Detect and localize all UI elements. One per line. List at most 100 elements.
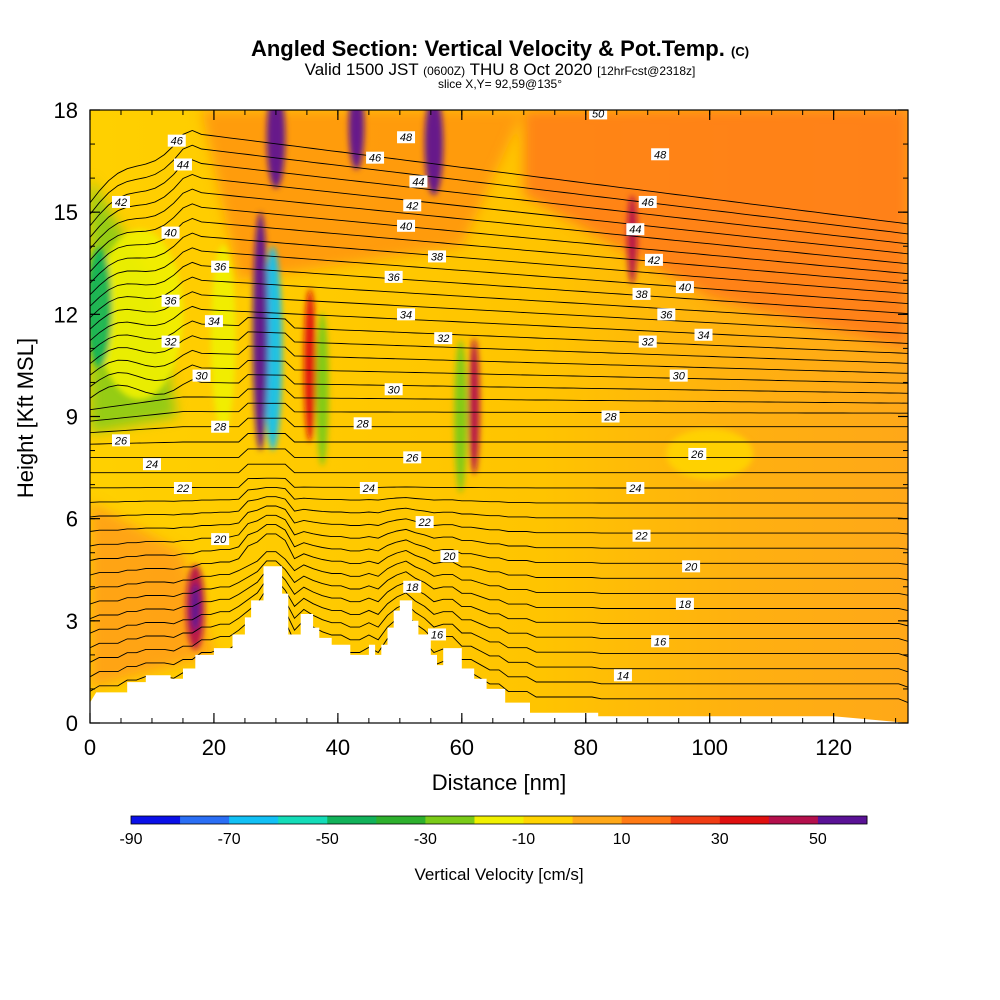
contour-label-box (403, 580, 422, 593)
contour-label-text: 38 (635, 289, 648, 301)
contour-label-text: 22 (418, 517, 431, 529)
valid-date: THU 8 Oct 2020 (469, 60, 593, 79)
theta-contours (90, 130, 908, 704)
contour-label: 32 (638, 335, 657, 349)
contour-label: 20 (440, 550, 459, 563)
contour-label: 46 (638, 195, 657, 209)
chart-title-text: Angled Section: Vertical Velocity & Pot.… (250, 36, 725, 61)
contour-label-box (142, 458, 161, 471)
contour-label-box (211, 533, 230, 546)
contour-label-text: 30 (195, 371, 208, 383)
contour-label: 22 (415, 516, 434, 529)
theta-line (90, 524, 908, 566)
chart-title-mark: (C) (731, 44, 750, 59)
contour-label-text: 34 (697, 330, 709, 342)
contour-label-text: 50 (592, 108, 605, 120)
contour-label-box (111, 195, 130, 208)
contour-label: 44 (626, 223, 645, 236)
contour-label: 32 (434, 332, 453, 345)
y-tick-label: 6 (66, 507, 78, 532)
theta-line (90, 130, 908, 225)
contour-label: 36 (657, 308, 676, 321)
contour-label-box (657, 308, 676, 321)
contour-label-text: 20 (442, 551, 456, 563)
contour-label-box (589, 110, 608, 120)
contour-label-box (192, 369, 211, 382)
theta-line (90, 551, 908, 596)
contour-label: 40 (397, 219, 416, 233)
contour-label-box (161, 335, 180, 348)
contour-label-box (626, 223, 645, 236)
velocity-cell (266, 110, 286, 189)
velocity-cell (468, 338, 480, 475)
contour-label: 30 (669, 369, 688, 383)
contour-label-box (211, 260, 230, 273)
contour-label-text: 36 (164, 296, 177, 308)
contour-label: 34 (204, 315, 223, 328)
colorbar-tick-label: 50 (809, 831, 827, 848)
x-tick-label: 120 (815, 735, 852, 760)
contour-label-box (415, 516, 434, 529)
contour-label: 14 (613, 669, 632, 682)
colorbar-swatch (425, 816, 475, 824)
velocity-cell (303, 288, 317, 443)
contour-label-text: 32 (164, 337, 176, 349)
contour-label-box (403, 451, 422, 464)
contour-label-box (632, 287, 651, 300)
contour-label-text: 26 (690, 449, 704, 461)
contour-label-text: 24 (145, 459, 158, 471)
contour-label: 28 (353, 417, 372, 430)
contour-label: 48 (651, 148, 670, 161)
x-tick-label: 40 (326, 735, 350, 760)
theta-line (90, 463, 908, 474)
theta-line (90, 291, 908, 334)
contour-label: 30 (384, 383, 403, 396)
contour-label-box (694, 328, 713, 341)
contour-label: 24 (142, 458, 161, 471)
contour-label: 18 (403, 580, 422, 594)
contour-label-text: 32 (642, 337, 654, 349)
contour-label-text: 40 (679, 282, 692, 294)
contour-label-text: 22 (634, 531, 647, 543)
contour-label: 44 (409, 175, 428, 189)
contour-label-text: 16 (654, 636, 667, 648)
theta-line (90, 588, 908, 658)
contour-label-text: 34 (208, 316, 220, 328)
colorbar-swatch (523, 816, 574, 824)
colorbar-swatch (474, 816, 525, 824)
velocity-cell (263, 246, 283, 451)
colorbar-swatch (572, 816, 623, 824)
forecast-label: [12hrFcst@2318z] (597, 64, 696, 78)
contour-label: 16 (428, 628, 447, 641)
colorbar-swatch (131, 816, 181, 824)
contour-label-text: 46 (369, 153, 382, 165)
x-tick-label: 0 (84, 735, 96, 760)
contour-label-box (211, 420, 230, 433)
theta-line (90, 505, 908, 535)
contour-label-text: 44 (412, 177, 424, 189)
contour-label-text: 20 (213, 534, 227, 546)
contour-label-text: 24 (628, 483, 641, 495)
contour-label-box (359, 482, 378, 495)
contour-label-text: 36 (214, 262, 227, 274)
velocity-cell (627, 195, 638, 284)
contour-label: 26 (111, 434, 130, 447)
contour-label: 36 (161, 294, 180, 308)
contour-label-text: 16 (431, 629, 444, 641)
contour-label-box (644, 253, 663, 266)
contour-label: 24 (626, 482, 645, 495)
contour-label: 36 (384, 270, 403, 284)
colorbar-tick-label: -10 (512, 831, 535, 848)
terrain-mask (90, 566, 908, 723)
contour-label-text: 46 (171, 136, 184, 148)
contour-label: 26 (403, 451, 422, 464)
contour-label: 44 (173, 158, 192, 171)
theta-line (90, 317, 908, 354)
theta-line (90, 579, 908, 642)
colorbar-swatch (327, 816, 377, 824)
contour-label-box (428, 628, 447, 641)
contour-label-text: 30 (388, 384, 401, 396)
contour-label-box (397, 219, 416, 232)
velocity-cell (348, 110, 365, 170)
